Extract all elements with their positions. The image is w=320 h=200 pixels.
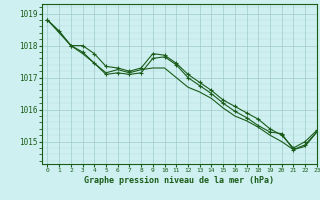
X-axis label: Graphe pression niveau de la mer (hPa): Graphe pression niveau de la mer (hPa) [84,176,274,185]
